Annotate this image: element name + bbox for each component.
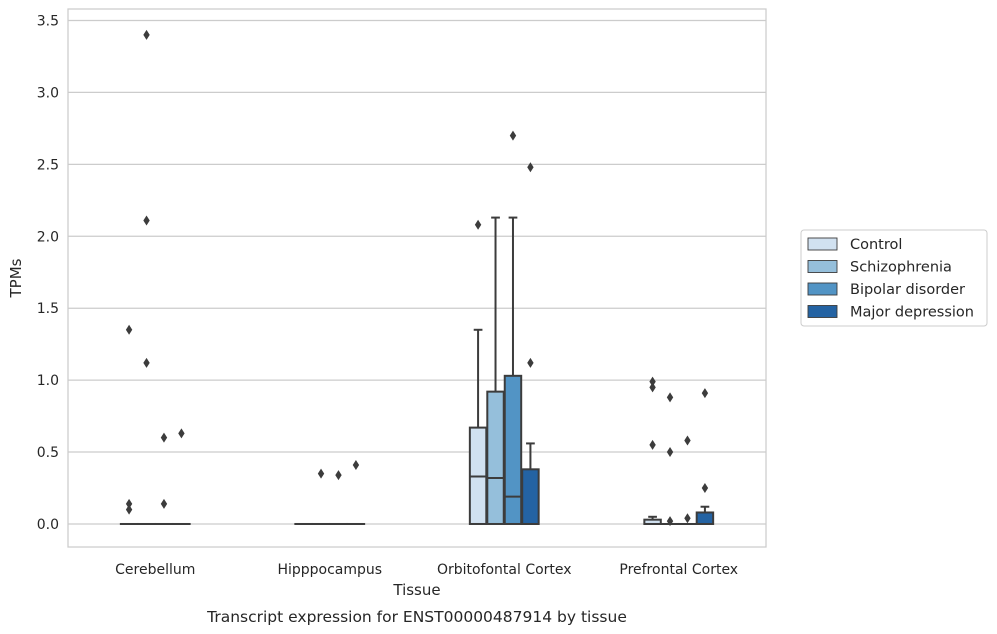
legend-label: Major depression	[850, 305, 974, 321]
outlier-point	[160, 432, 168, 443]
y-axis-ticks: 0.0 0.5 1.0 1.5 2.0 2.5 3.0 3.5	[37, 14, 59, 533]
x-axis-ticks: Cerebellum Hipppocampus Orbitofontal Corte…	[115, 562, 738, 578]
outlier-point	[143, 29, 150, 40]
grid-lines	[68, 19, 766, 525]
y-tick-label: 0.5	[37, 445, 59, 461]
y-tick-label: 3.0	[37, 85, 59, 101]
outlier-point	[684, 435, 691, 446]
outlier-point	[125, 504, 133, 515]
outlier-point	[509, 130, 517, 141]
outlier-point	[701, 483, 709, 494]
outlier-point	[125, 324, 133, 335]
x-axis-title: Tissue	[392, 581, 440, 599]
box-major-depression	[695, 511, 715, 525]
outlier-point	[684, 513, 691, 524]
legend-swatch	[807, 282, 838, 296]
outlier-point	[666, 392, 674, 403]
chart-caption: Transcript expression for ENST0000048791…	[206, 608, 627, 626]
outlier-point	[143, 215, 150, 226]
x-tick-label: Hipppocampus	[277, 562, 382, 578]
y-tick-label: 2.0	[37, 229, 59, 245]
outlier-point	[649, 376, 656, 387]
box-schizophrenia	[486, 390, 505, 525]
box-bipolar-disorder	[503, 374, 523, 525]
box-plot-marks	[119, 29, 715, 527]
y-tick-label: 1.0	[37, 373, 59, 389]
legend-swatch	[807, 237, 838, 251]
y-tick-label: 3.5	[37, 14, 59, 30]
outlier-point	[335, 470, 342, 481]
outlier-point	[143, 357, 150, 368]
outlier-point	[666, 447, 674, 458]
legend-frame	[800, 229, 988, 327]
legend-label: Bipolar disorder	[850, 282, 965, 298]
outlier-point	[527, 162, 534, 173]
outlier-point	[352, 460, 360, 471]
outlier-point	[649, 382, 656, 393]
legend: Control Schizophrenia Bipolar disorder Majo…	[800, 229, 988, 327]
outlier-point	[666, 516, 674, 527]
plot-area-frame	[67, 8, 767, 548]
outlier-point	[474, 219, 482, 230]
box-major-depression	[521, 468, 540, 525]
y-axis-title: TPMs	[7, 258, 25, 298]
outlier-point	[160, 498, 168, 509]
outlier-point	[527, 357, 534, 368]
x-tick-label: Prefrontal Cortex	[619, 562, 738, 578]
legend-label: Schizophrenia	[850, 260, 952, 276]
outlier-point	[178, 428, 185, 439]
x-tick-label: Orbitofontal Cortex	[437, 562, 572, 578]
legend-swatch	[807, 260, 838, 273]
outlier-point	[317, 468, 325, 479]
outlier-point	[701, 388, 709, 399]
outlier-point	[649, 439, 656, 450]
legend-swatch	[807, 305, 838, 318]
x-tick-label: Cerebellum	[115, 562, 195, 578]
y-tick-label: 2.5	[37, 157, 59, 173]
y-tick-label: 0.0	[37, 517, 59, 533]
outlier-point	[125, 498, 133, 509]
y-tick-label: 1.5	[37, 301, 59, 317]
legend-label: Control	[850, 237, 902, 253]
